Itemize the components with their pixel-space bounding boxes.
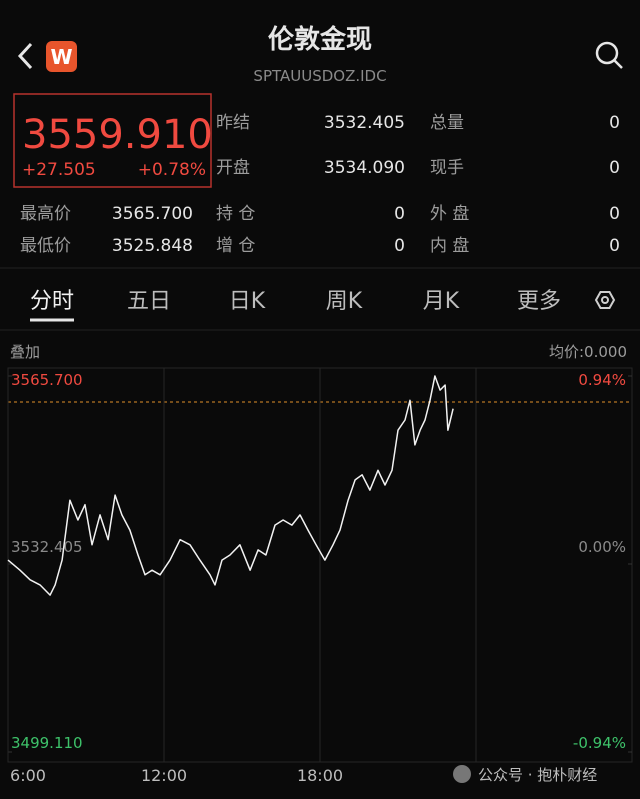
field-value: 3525.848	[112, 236, 193, 256]
y-tick-label: 3532.405	[11, 538, 83, 556]
search-button[interactable]	[595, 41, 623, 69]
y2-tick-label: 0.00%	[578, 538, 626, 556]
field-value: 0	[609, 113, 620, 133]
field-label: 昨结	[216, 113, 250, 133]
back-button[interactable]	[17, 42, 33, 70]
field-label: 最低价	[20, 236, 71, 256]
field-label: 现手	[430, 158, 464, 178]
y-tick-label: 3499.110	[11, 734, 83, 752]
field-label: 外 盘	[430, 204, 469, 224]
search-icon	[613, 59, 623, 69]
field-value: 3534.090	[324, 158, 405, 178]
tab[interactable]: 周K	[326, 289, 363, 314]
watermark: 公众号 · 抱朴财经	[478, 766, 597, 784]
tab[interactable]: 分时	[30, 289, 74, 314]
field-label: 最高价	[20, 204, 71, 224]
field-value: 0	[609, 204, 620, 224]
logo	[46, 41, 77, 72]
change-pct: +0.78%	[138, 160, 206, 180]
title: 伦敦金现	[268, 24, 372, 55]
field-label: 增 仓	[216, 236, 255, 256]
tab[interactable]: 日K	[229, 289, 266, 314]
subtitle: SPTAUUSDOZ.IDC	[253, 67, 386, 85]
average-label: 均价:0.000	[549, 343, 627, 361]
settings-button[interactable]	[594, 291, 616, 309]
y2-tick-label: -0.94%	[573, 734, 626, 752]
x-tick-label: 12:00	[141, 766, 187, 785]
y2-tick-label: 0.94%	[578, 371, 626, 389]
field-value: 0	[609, 236, 620, 256]
change: +27.505	[22, 160, 96, 180]
price: 3559.910	[22, 112, 213, 158]
search-icon	[595, 41, 619, 65]
y-tick-label: 3565.700	[11, 371, 83, 389]
field-value: 3532.405	[324, 113, 405, 133]
watermark-icon	[453, 765, 471, 783]
x-tick-label: 18:00	[297, 766, 343, 785]
settings-icon	[601, 296, 609, 304]
field-label: 开盘	[216, 158, 250, 178]
x-tick-label: 6:00	[10, 766, 46, 785]
field-label: 内 盘	[430, 236, 469, 256]
settings-icon	[594, 291, 616, 309]
tab[interactable]: 月K	[423, 289, 460, 314]
field-label: 持 仓	[216, 204, 255, 224]
quote-box	[13, 93, 212, 188]
tab[interactable]: 五日	[127, 289, 171, 314]
field-value: 0	[394, 236, 405, 256]
price-line	[7, 375, 454, 596]
field-value: 0	[609, 158, 620, 178]
logo-text: W	[50, 45, 72, 69]
overlay-label[interactable]: 叠加	[10, 343, 40, 361]
field-value: 3565.700	[112, 204, 193, 224]
field-value: 0	[394, 204, 405, 224]
tab[interactable]: 更多	[517, 289, 561, 314]
field-label: 总量	[430, 113, 464, 133]
